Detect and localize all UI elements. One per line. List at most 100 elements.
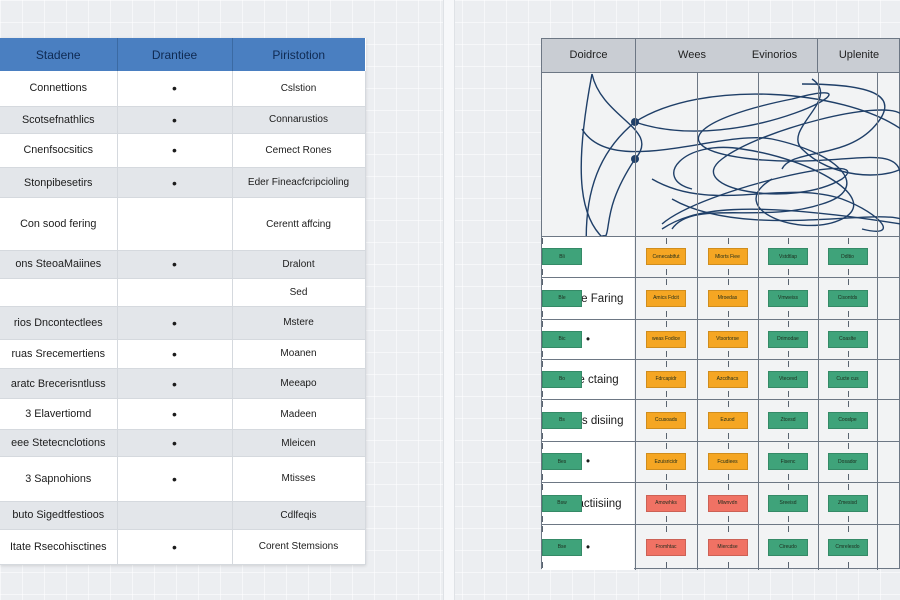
table-row[interactable]: Con sood fering Cerentt affcing xyxy=(0,197,366,252)
row-line xyxy=(542,399,899,400)
grid-block[interactable]: Vmweiss xyxy=(768,289,808,307)
table-row[interactable]: aratc Brecerisntluss • Meeapo xyxy=(0,368,366,400)
column-header[interactable]: Piristotion xyxy=(232,38,365,71)
table-cell: ruas Srecemertiens xyxy=(0,339,118,369)
connection-curve xyxy=(634,93,900,130)
table-row[interactable]: ons SteoaMaiines • Dralont xyxy=(0,250,366,279)
table-cell: Sed xyxy=(232,278,366,307)
connector-tick xyxy=(788,391,789,397)
table-cell: Eder Fineacfcripcioling xyxy=(232,167,366,199)
connector-tick xyxy=(542,361,543,367)
grid-header-cell[interactable]: Wees xyxy=(678,49,706,61)
grid-header-cell[interactable]: Evinorios xyxy=(751,49,798,61)
column-header[interactable]: Stadene xyxy=(0,38,118,71)
grid-block[interactable]: Bsw xyxy=(542,494,582,512)
connector-tick xyxy=(666,269,667,275)
grid-block[interactable]: Ble xyxy=(542,289,582,307)
connector-tick xyxy=(542,351,543,357)
connector-tick xyxy=(666,443,667,449)
grid-block[interactable]: Ezuisricidr xyxy=(646,453,686,470)
grid-block[interactable]: Vtsortorse xyxy=(707,330,748,348)
table-row[interactable]: ruas Srecemertiens • Moanen xyxy=(0,339,366,369)
connector-tick xyxy=(727,516,729,522)
column-header[interactable]: Drantiee xyxy=(117,38,233,71)
connection-curve xyxy=(634,92,900,177)
connector-tick xyxy=(788,516,789,522)
grid-block[interactable]: Cucte cus xyxy=(827,370,868,388)
table-row[interactable]: Stonpibesetirs • Eder Fineacfcripcioling xyxy=(0,167,366,199)
grid-block[interactable]: Azcdhacs xyxy=(707,370,748,388)
grid-block[interactable]: Ezuod xyxy=(707,411,748,429)
bullet-cell: • xyxy=(117,106,233,134)
grid-block[interactable]: Bes xyxy=(542,453,582,470)
grid-block[interactable]: Ccusoads xyxy=(646,411,686,429)
grid-block[interactable]: Bic xyxy=(542,330,582,348)
grid-block[interactable]: Dosador xyxy=(827,453,868,470)
grid-block[interactable]: Vtecevd xyxy=(768,370,808,388)
bullet-cell: • xyxy=(117,167,233,199)
connector-tick xyxy=(666,401,667,407)
connector-tick xyxy=(666,516,667,522)
bullet-cell: • xyxy=(117,71,233,107)
connector-tick xyxy=(847,361,849,367)
connector-tick xyxy=(847,443,849,449)
table-row[interactable]: rios Dncontectlees • Mstere xyxy=(0,306,366,340)
grid-block[interactable]: Fdrcapidr xyxy=(646,370,686,388)
grid-block[interactable]: Bse xyxy=(542,538,582,556)
grid-block[interactable]: Vstdtlap xyxy=(768,248,808,265)
grid-block[interactable]: Coaslte xyxy=(827,330,868,348)
grid-header-cell[interactable]: Doidrce xyxy=(569,49,608,61)
connector-tick xyxy=(666,433,667,439)
grid-block[interactable]: Zmesisd xyxy=(827,494,868,512)
grid-block[interactable]: Miercdse xyxy=(707,538,748,556)
table-row[interactable]: Cnenfsocsitics • Cemect Rones xyxy=(0,133,366,168)
connector-tick xyxy=(727,269,729,275)
grid-block[interactable]: Fisenc xyxy=(768,453,808,470)
table-row[interactable]: Connettions • Cslstion xyxy=(0,71,366,107)
table-row[interactable]: 3 Sapnohions • Mtisses xyxy=(0,456,366,502)
grid-block[interactable]: Cooslpe xyxy=(827,411,868,429)
grid-block[interactable]: Drimodae xyxy=(768,330,808,348)
grid-block[interactable]: Fromhtac xyxy=(646,538,686,556)
grid-block[interactable]: Sreeisd xyxy=(768,494,808,512)
table-row[interactable]: buto Sigedtfestioos Cdlfeqis xyxy=(0,501,366,530)
grid-block[interactable]: Cmrelesdo xyxy=(827,538,868,556)
grid-header-cell[interactable]: Uplenite xyxy=(838,49,880,61)
table-cell: Scotsefnathlics xyxy=(0,106,118,134)
grid-block[interactable]: Cisontds xyxy=(827,289,868,307)
connection-curve xyxy=(591,73,643,240)
connector-tick xyxy=(788,562,789,568)
connector-tick xyxy=(666,526,667,532)
table-row[interactable]: 3 Elavertiomd • Madeen xyxy=(0,398,366,431)
panel-divider xyxy=(443,0,455,600)
bullet-cell: • xyxy=(117,306,233,340)
connector-tick xyxy=(847,401,849,407)
grid-block[interactable]: Bo xyxy=(542,370,582,388)
grid-block[interactable]: Amowhks xyxy=(646,494,686,512)
grid-block[interactable]: Ztcesd xyxy=(768,411,808,429)
bullet-cell: • xyxy=(117,529,233,566)
grid-block[interactable]: weas Fodice xyxy=(646,330,686,348)
connection-curves xyxy=(580,73,900,261)
grid-block[interactable]: Cireudo xyxy=(768,538,808,556)
table-row[interactable]: Sed xyxy=(0,278,366,307)
grid-block[interactable]: Bs xyxy=(542,411,582,429)
grid-block[interactable]: Cenecabtfut xyxy=(646,248,686,265)
connector-tick xyxy=(727,311,729,317)
table-row[interactable]: eee Stetecnclotions • Mleicen xyxy=(0,429,366,458)
table-row[interactable]: Itate Rsecohisctines • Corent Stemsions xyxy=(0,529,366,566)
grid-block[interactable]: Fcudiees xyxy=(707,453,748,470)
row-line xyxy=(542,319,899,320)
connector-tick xyxy=(727,351,729,357)
grid-block[interactable]: Bli xyxy=(542,248,582,265)
grid-block[interactable]: Amics Fdcit xyxy=(646,289,686,307)
grid-block[interactable]: Mroedas xyxy=(707,289,748,307)
grid-block[interactable]: Mlwnvdn xyxy=(707,494,748,512)
grid-block[interactable]: Mlorts Fiee xyxy=(707,248,748,265)
bullet-cell: • xyxy=(117,429,233,458)
grid-block[interactable]: Ddltio xyxy=(827,248,868,265)
connector-tick xyxy=(666,238,667,244)
table-cell xyxy=(0,278,118,307)
connector-tick xyxy=(542,321,543,327)
table-row[interactable]: Scotsefnathlics • Connarustios xyxy=(0,106,366,134)
